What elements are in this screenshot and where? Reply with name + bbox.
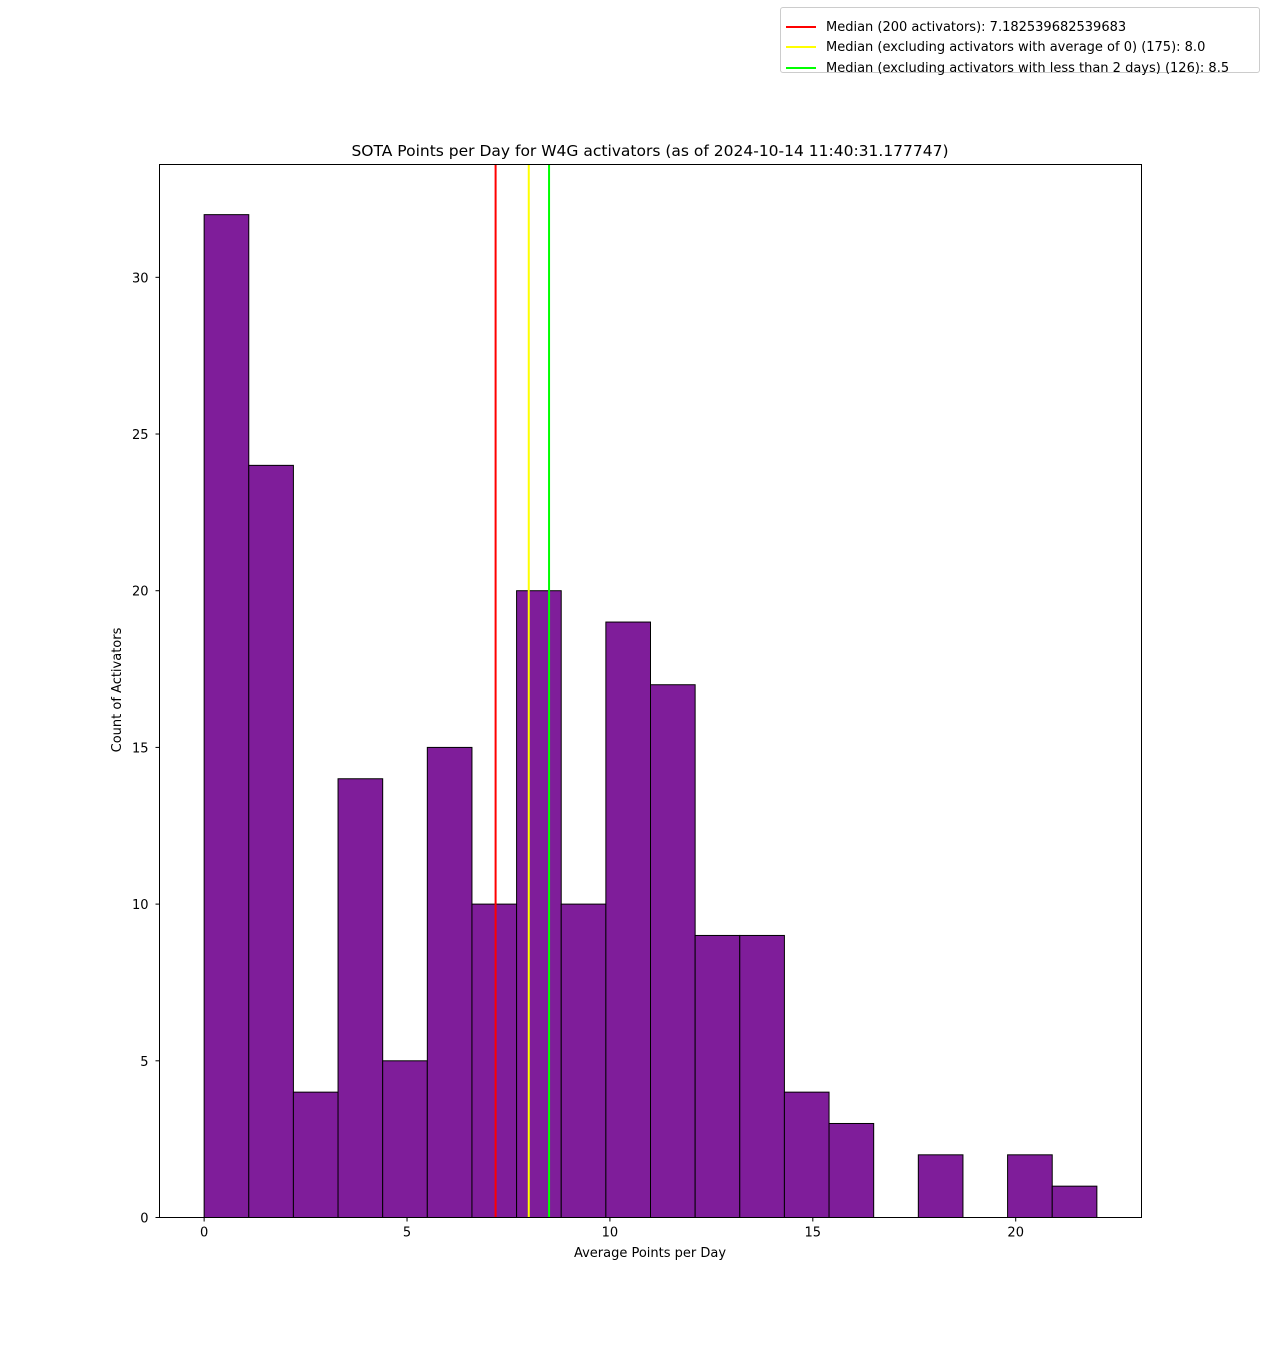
histogram-bar-9 (605, 621, 652, 1218)
histogram-bar-19 (1051, 1185, 1098, 1219)
y-axis-ticks: 0 5 10 15 20 25 30 (132, 271, 160, 1227)
y-axis-label: Count of Activators (110, 627, 125, 752)
histogram-bar-10 (650, 684, 696, 1218)
x-tick-label-3: 15 (805, 1226, 822, 1241)
histogram-bar-3 (337, 778, 384, 1218)
legend-item-median-all: Median (200 activators): 7.1825396825396… (786, 17, 1126, 37)
histogram-bar-8 (560, 903, 607, 1218)
plot-area-frame (159, 164, 1142, 1218)
histogram-bar-16 (917, 1154, 964, 1218)
legend-item-median-two-days: Median (excluding activators with less t… (786, 58, 1229, 78)
chart-title: SOTA Points per Day for W4G activators (… (351, 142, 948, 160)
histogram-bar-18 (1007, 1154, 1053, 1218)
x-axis-label: Average Points per Day (574, 1246, 726, 1261)
x-tick-label-1: 5 (403, 1226, 411, 1241)
legend-label: Median (200 activators): 7.1825396825396… (826, 19, 1127, 35)
histogram-bar-6 (471, 903, 518, 1218)
histogram-bar-7 (516, 590, 562, 1218)
y-tick-label-4: 20 (132, 585, 149, 600)
histogram-bar-5 (426, 746, 473, 1218)
bars-layer (203, 214, 1098, 1219)
histogram-bar-14 (828, 1122, 875, 1219)
x-tick-label-4: 20 (1007, 1226, 1024, 1241)
legend-label: Median (excluding activators with averag… (826, 39, 1206, 55)
x-tick-label-0: 0 (200, 1226, 208, 1241)
legend: Median (200 activators): 7.1825396825396… (780, 7, 1260, 76)
histogram-bar-4 (382, 1060, 428, 1219)
y-tick-label-0: 0 (140, 1212, 148, 1227)
median-lines-layer (494, 164, 551, 1218)
y-tick-label-3: 15 (132, 741, 149, 756)
x-axis-ticks: 0 5 10 15 20 (200, 1217, 1024, 1241)
histogram-bar-13 (783, 1091, 830, 1218)
legend-swatch-yellow (786, 46, 816, 48)
histogram-bar-2 (292, 1091, 339, 1218)
histogram-bar-12 (739, 934, 785, 1218)
legend-label: Median (excluding activators with less t… (826, 60, 1230, 76)
legend-swatch-green (786, 67, 816, 69)
y-tick-label-6: 30 (132, 271, 149, 286)
y-tick-label-1: 5 (140, 1055, 148, 1070)
x-tick-label-2: 10 (602, 1226, 619, 1241)
y-tick-label-2: 10 (132, 898, 149, 913)
histogram-bar-1 (248, 464, 294, 1219)
histogram-bar-11 (694, 934, 741, 1218)
legend-item-median-nonzero: Median (excluding activators with averag… (786, 37, 1205, 57)
legend-swatch-red (786, 26, 816, 28)
histogram-bar-0 (203, 214, 250, 1218)
y-tick-label-5: 25 (132, 428, 149, 443)
